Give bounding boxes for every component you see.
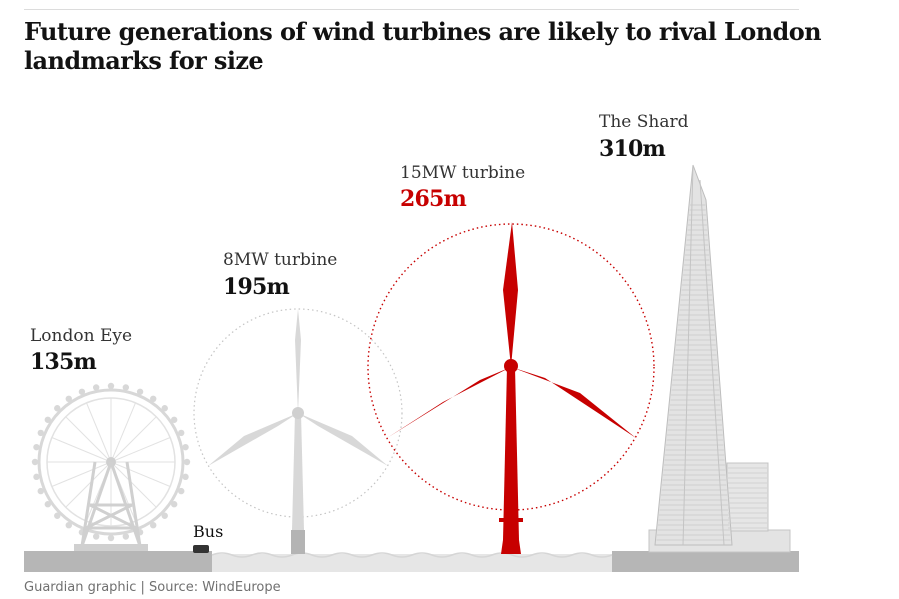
- london-eye-name: London Eye: [30, 326, 132, 346]
- ground: [24, 551, 799, 572]
- top-rule: [24, 9, 799, 10]
- turbine-8mw-height: 195m: [223, 274, 290, 300]
- shard-height: 310m: [599, 136, 666, 162]
- turbine-15mw-drawing: [367, 222, 655, 554]
- turbine-15mw-height: 265m: [400, 186, 467, 212]
- shard-name: The Shard: [599, 112, 689, 132]
- source-credit: Guardian graphic | Source: WindEurope: [24, 580, 281, 595]
- label-8mw-turbine: 8MW turbine 195m: [223, 250, 337, 300]
- label-15mw-turbine: 15MW turbine 265m: [400, 163, 525, 212]
- label-shard: The Shard 310m: [599, 112, 689, 162]
- turbine-8mw-drawing: [193, 308, 403, 554]
- bus-drawing: [193, 545, 209, 553]
- water: [211, 552, 613, 572]
- label-london-eye: London Eye 135m: [30, 326, 132, 375]
- london-eye-drawing: [31, 382, 191, 551]
- london-eye-height: 135m: [30, 349, 97, 375]
- bus-label: Bus: [193, 522, 223, 541]
- shard-drawing: [648, 164, 791, 553]
- chart-title: Future generations of wind turbines are …: [24, 17, 822, 75]
- turbine-15mw-name: 15MW turbine: [400, 163, 525, 183]
- turbine-8mw-name: 8MW turbine: [223, 250, 337, 270]
